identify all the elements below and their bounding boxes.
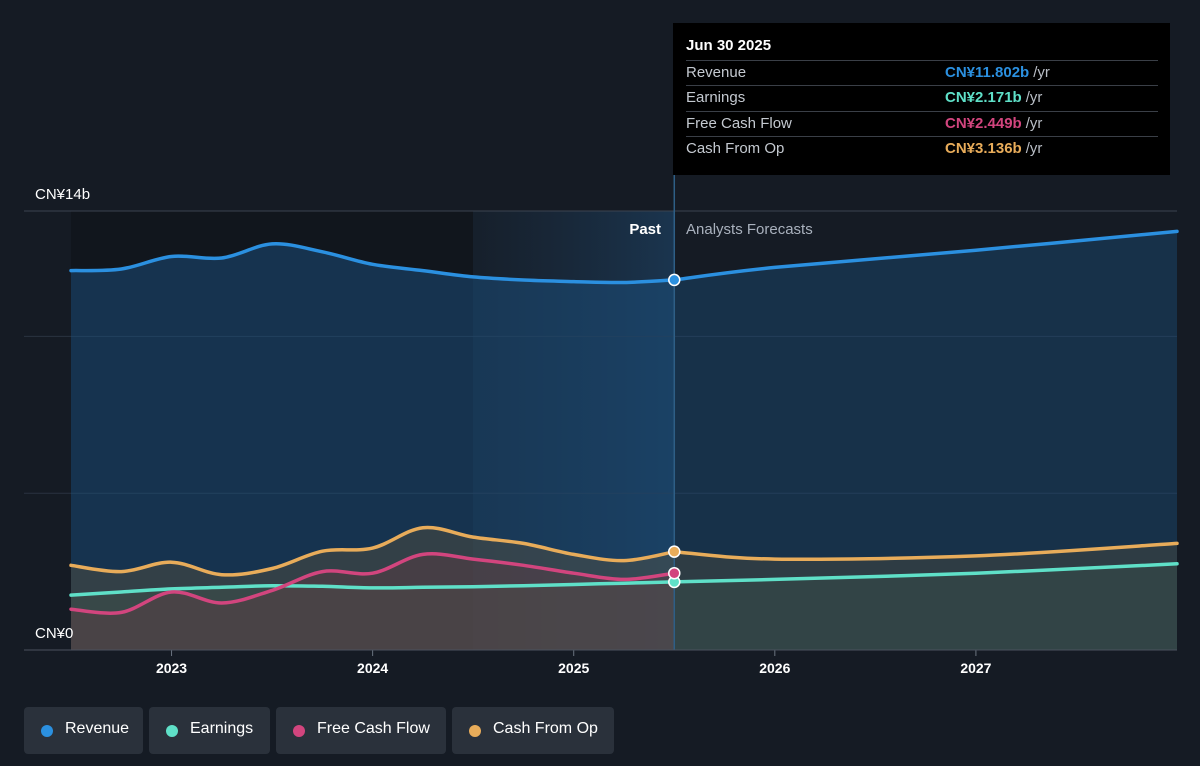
legend-label: Cash From Op bbox=[493, 720, 598, 737]
legend-item-earnings[interactable]: Earnings bbox=[149, 707, 270, 754]
tooltip-label: Cash From Op bbox=[686, 140, 785, 157]
free-cash-flow-past-line bbox=[69, 552, 677, 615]
legend-dot-icon bbox=[469, 725, 481, 737]
revenue-past-line bbox=[69, 242, 677, 285]
tooltip-row-revenue: Revenue CN¥11.802b/yr bbox=[686, 60, 1158, 86]
tooltip-row-free-cash-flow: Free Cash Flow CN¥2.449b/yr bbox=[686, 111, 1158, 137]
series-areas bbox=[71, 231, 1177, 650]
earnings-forecast-line bbox=[672, 562, 1179, 584]
x-axis-ticks: 2023 2024 2025 2026 2027 bbox=[24, 649, 1177, 676]
tooltip-value: CN¥2.449b/yr bbox=[945, 115, 1043, 132]
legend-item-cash-from-op[interactable]: Cash From Op bbox=[452, 707, 614, 754]
tooltip-row-cash-from-op: Cash From Op CN¥3.136b/yr bbox=[686, 136, 1158, 162]
revenue-marker bbox=[668, 273, 681, 287]
past-label: Past bbox=[629, 221, 661, 238]
cash-from-op-past-line bbox=[69, 525, 677, 577]
x-tick-label-2025: 2025 bbox=[558, 660, 589, 676]
x-tick-label-2026: 2026 bbox=[759, 660, 790, 676]
revenue-past-area bbox=[71, 243, 675, 650]
legend-item-revenue[interactable]: Revenue bbox=[24, 707, 143, 754]
tooltip: Jun 30 2025 Revenue CN¥11.802b/yr Earnin… bbox=[673, 23, 1170, 175]
y-axis-top-label: CN¥14b bbox=[35, 186, 90, 203]
free-cash-flow-marker bbox=[668, 566, 681, 580]
legend-label: Earnings bbox=[190, 720, 254, 737]
revenue-forecast-line bbox=[672, 229, 1179, 282]
tooltip-label: Free Cash Flow bbox=[686, 115, 792, 132]
tooltip-row-earnings: Earnings CN¥2.171b/yr bbox=[686, 85, 1158, 111]
legend-label: Revenue bbox=[65, 720, 130, 737]
y-axis-bottom-label: CN¥0 bbox=[35, 625, 73, 642]
tooltip-value: CN¥2.171b/yr bbox=[945, 89, 1043, 106]
x-tick-label-2027: 2027 bbox=[960, 660, 991, 676]
hover-markers bbox=[668, 273, 681, 589]
earnings-past-line bbox=[69, 580, 677, 597]
legend-dot-icon bbox=[166, 725, 178, 737]
cash-from-op-marker bbox=[668, 545, 681, 558]
cash-from-op-forecast-line bbox=[672, 541, 1179, 562]
series-lines bbox=[69, 229, 1179, 615]
tooltip-date: Jun 30 2025 bbox=[686, 37, 772, 54]
tooltip-label: Earnings bbox=[686, 89, 746, 106]
legend-label: Free Cash Flow bbox=[317, 720, 430, 737]
earnings-past-area bbox=[71, 581, 675, 650]
legend-item-free-cash-flow[interactable]: Free Cash Flow bbox=[276, 707, 446, 754]
forecast-label: Analysts Forecasts bbox=[686, 221, 813, 238]
x-tick-label-2024: 2024 bbox=[357, 660, 388, 676]
earnings-forecast-area bbox=[674, 563, 1177, 650]
legend-dot-icon bbox=[293, 725, 305, 737]
tooltip-value: CN¥11.802b/yr bbox=[945, 64, 1050, 81]
free-cash-flow-past-area bbox=[71, 553, 675, 650]
revenue-forecast-area bbox=[674, 231, 1177, 650]
tooltip-value: CN¥3.136b/yr bbox=[945, 140, 1043, 157]
legend-dot-icon bbox=[41, 725, 53, 737]
x-tick-label-2023: 2023 bbox=[156, 660, 187, 676]
tooltip-label: Revenue bbox=[686, 64, 747, 81]
